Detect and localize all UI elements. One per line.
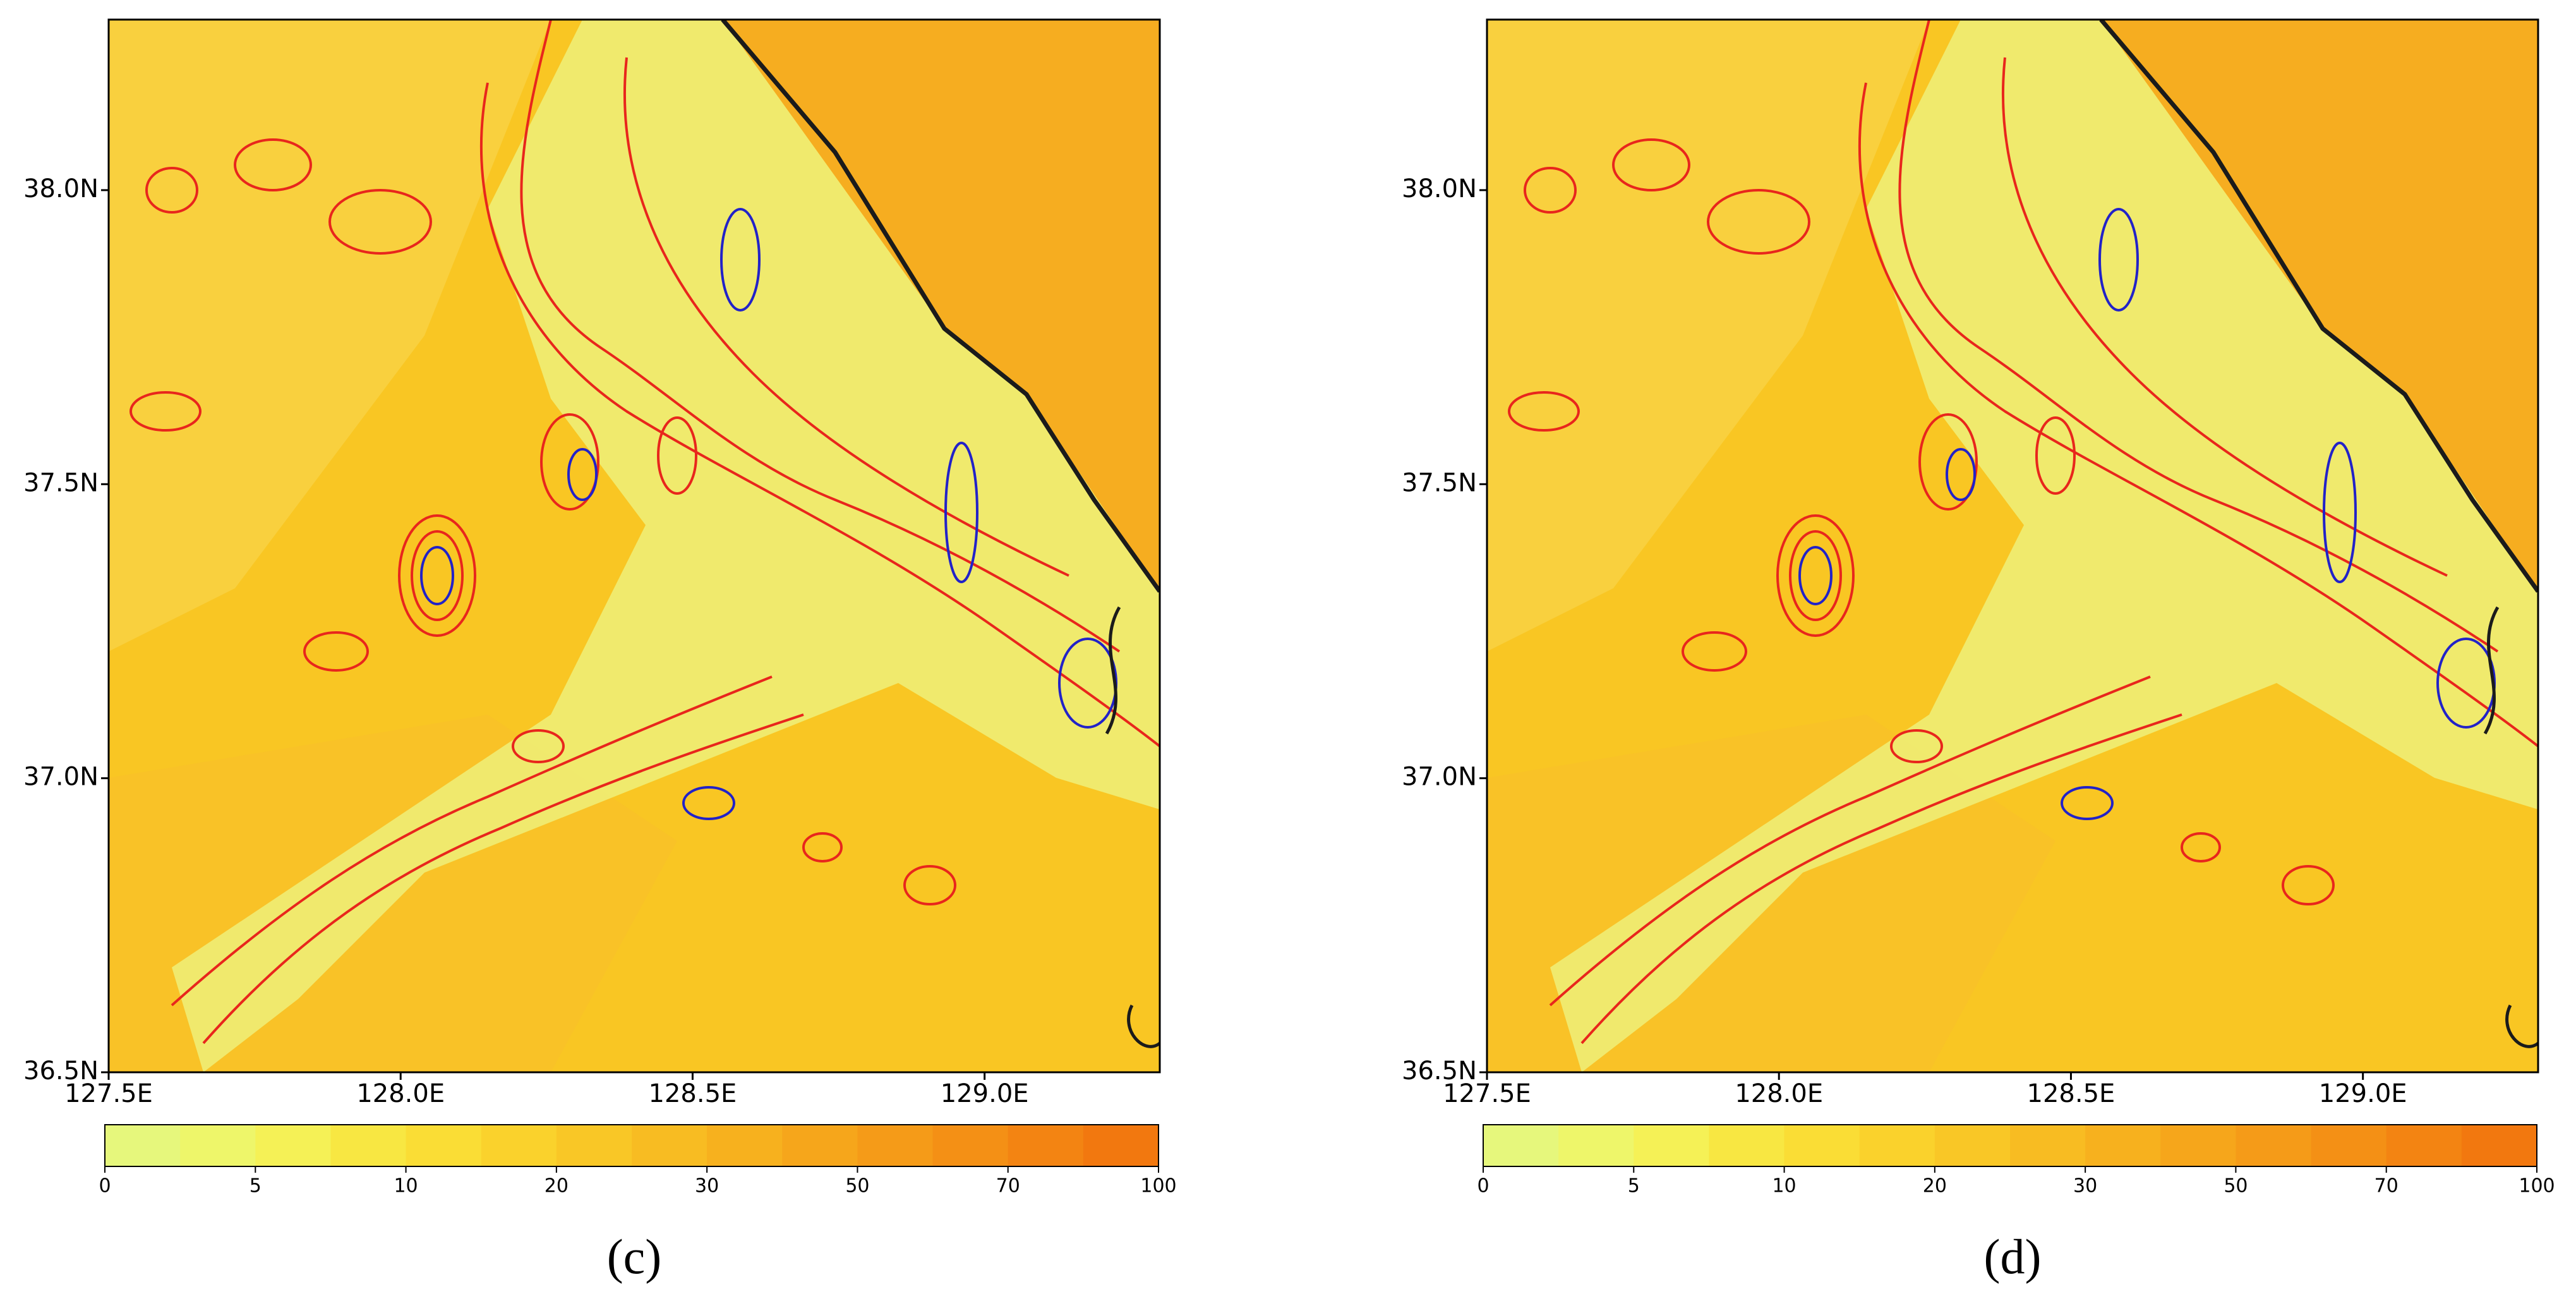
lon-tick-label: 127.5E (64, 1079, 153, 1108)
colorbar-segment (1483, 1125, 1559, 1166)
map-field (1487, 20, 2538, 1072)
colorbar-segment (2160, 1125, 2236, 1166)
colorbar-tick-label: 20 (1923, 1175, 1947, 1197)
map-frame (107, 18, 1161, 1074)
colorbar-tick-label: 5 (1628, 1175, 1640, 1197)
lat-tick-label: 38.0N (23, 174, 99, 203)
lat-tick-label: 36.5N (23, 1056, 99, 1086)
colorbar-segment (2461, 1125, 2537, 1166)
lon-tick-label: 128.5E (2027, 1079, 2116, 1108)
colorbar-segment (707, 1125, 783, 1166)
colorbar-segment (481, 1125, 557, 1166)
colorbar-tick-label: 50 (845, 1175, 869, 1197)
lon-tick-label: 127.5E (1443, 1079, 1531, 1108)
colorbar-tick-label: 50 (2224, 1175, 2248, 1197)
colorbar-tick-label: 70 (2374, 1175, 2398, 1197)
colorbar-segment (330, 1125, 407, 1166)
colorbar-frame (104, 1124, 1159, 1167)
lon-tick-label: 128.5E (649, 1079, 737, 1108)
colorbar-segment (2386, 1125, 2462, 1166)
panel-caption: (c) (607, 1229, 662, 1284)
colorbar-segment (1558, 1125, 1634, 1166)
colorbar-segment (1859, 1125, 1935, 1166)
lat-tick-label: 37.5N (1402, 468, 1477, 497)
lat-tick-label: 37.0N (1402, 763, 1477, 792)
colorbar-segment (105, 1125, 181, 1166)
colorbar-tick-label: 100 (1140, 1175, 1176, 1197)
colorbar-tick-label: 0 (99, 1175, 111, 1197)
map-frame (1486, 18, 2539, 1074)
lat-tick-label: 37.0N (23, 763, 99, 792)
map-field (109, 20, 1160, 1072)
colorbar-tick-label: 100 (2519, 1175, 2555, 1197)
colorbar-tick-label: 0 (1477, 1175, 1489, 1197)
colorbar-tick-label: 10 (394, 1175, 418, 1197)
lon-tick-label: 128.0E (1735, 1079, 1823, 1108)
colorbar-segment (782, 1125, 858, 1166)
colorbar-segment (2311, 1125, 2387, 1166)
colorbar-segment (1784, 1125, 1860, 1166)
colorbar-tick-label: 30 (2073, 1175, 2097, 1197)
lon-tick-label: 129.0E (941, 1079, 1029, 1108)
colorbar-segment (1008, 1125, 1084, 1166)
map-area (1487, 20, 2538, 1072)
colorbar-segment (2085, 1125, 2161, 1166)
lon-tick-label: 129.0E (2319, 1079, 2407, 1108)
colorbar-segment (1934, 1125, 2011, 1166)
colorbar-segment (556, 1125, 632, 1166)
colorbar-tick-label: 10 (1772, 1175, 1796, 1197)
colorbar-segment (255, 1125, 331, 1166)
colorbar-segment (2010, 1125, 2086, 1166)
colorbar-segment (406, 1125, 482, 1166)
lat-tick-label: 37.5N (23, 468, 99, 497)
colorbar-tick-label: 70 (996, 1175, 1020, 1197)
colorbar-tick-label: 30 (695, 1175, 719, 1197)
colorbar-segment (932, 1125, 1009, 1166)
colorbar-tick-label: 20 (545, 1175, 569, 1197)
colorbar-segment (180, 1125, 256, 1166)
colorbar-frame (1483, 1124, 2537, 1167)
lon-tick-label: 128.0E (356, 1079, 445, 1108)
colorbar-segment (1083, 1125, 1159, 1166)
colorbar-segment (1634, 1125, 1709, 1166)
colorbar-segment (857, 1125, 934, 1166)
colorbar-tick-label: 5 (250, 1175, 262, 1197)
lat-tick-label: 38.0N (1402, 174, 1477, 203)
map-area (109, 20, 1160, 1072)
colorbar-segment (632, 1125, 707, 1166)
colorbar-segment (1709, 1125, 1785, 1166)
lat-tick-label: 36.5N (1402, 1056, 1477, 1086)
panel-caption: (d) (1984, 1229, 2042, 1284)
colorbar-segment (2236, 1125, 2312, 1166)
